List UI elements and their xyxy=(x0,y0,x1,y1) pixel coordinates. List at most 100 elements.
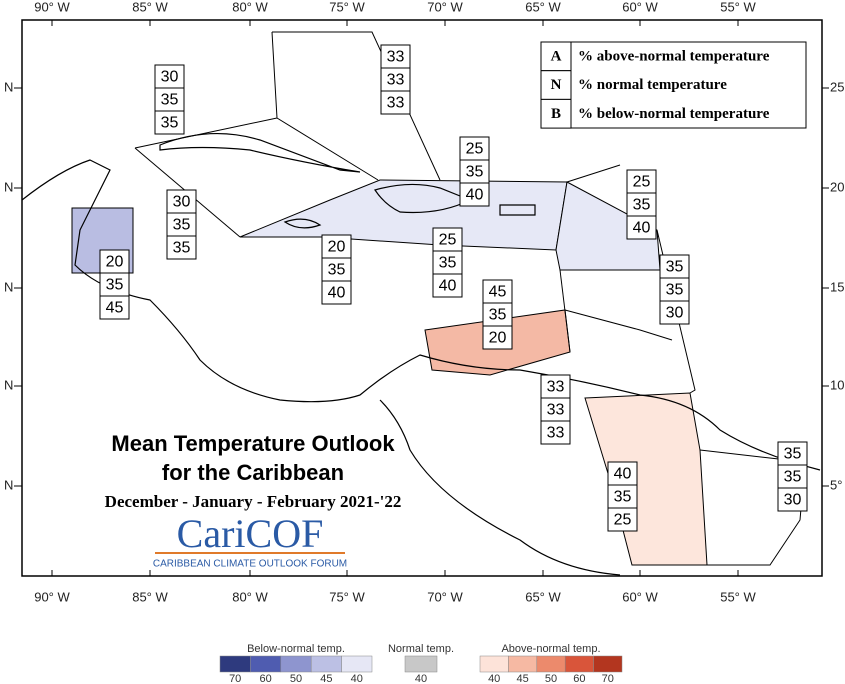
probability-value: 33 xyxy=(387,72,405,89)
lon-label: 80° W xyxy=(232,0,268,14)
probability-cell xyxy=(154,110,185,135)
probability-value: 45 xyxy=(489,284,507,301)
colorbar-tick: 60 xyxy=(259,673,271,684)
colorbar-tick: 45 xyxy=(516,673,528,684)
probability-value: 35 xyxy=(161,92,179,109)
lon-label: 80° W xyxy=(232,589,268,604)
colorbar-tick: 70 xyxy=(229,673,241,684)
lat-label: 15 xyxy=(830,279,844,294)
legend-key-box xyxy=(540,41,572,72)
coastline xyxy=(159,132,361,173)
coastline xyxy=(379,399,621,576)
lat-label: N xyxy=(4,279,13,294)
coastlines xyxy=(21,132,821,576)
probability-value: 30 xyxy=(173,194,191,211)
probability-cell xyxy=(459,182,490,207)
probability-value: 35 xyxy=(173,240,191,257)
lat-label: N xyxy=(4,179,13,194)
colorbar-swatch xyxy=(280,655,312,673)
probability-value: 35 xyxy=(666,282,684,299)
probability-value: 33 xyxy=(547,402,565,419)
boundary xyxy=(564,309,673,341)
coastline xyxy=(374,183,472,214)
colorbar-swatch xyxy=(593,655,623,673)
region-areas xyxy=(71,179,708,566)
lon-label: 65° W xyxy=(525,0,561,14)
probability-cell xyxy=(607,507,638,532)
probability-value: 40 xyxy=(439,278,457,295)
probability-value: 33 xyxy=(547,379,565,396)
subtitle: December - January - February 2021-'22 xyxy=(105,492,402,511)
lat-label: N xyxy=(4,477,13,492)
title: Mean Temperature Outlook xyxy=(111,431,395,456)
probability-value: 30 xyxy=(784,492,802,509)
probability-cell xyxy=(321,280,352,305)
colorbar-tick: 50 xyxy=(290,673,302,684)
colorbar-tick: 60 xyxy=(573,673,585,684)
probability-value: 40 xyxy=(466,187,484,204)
probability-cell xyxy=(166,235,197,260)
probability-value: 40 xyxy=(328,285,346,302)
lat-label: N xyxy=(4,79,13,94)
probability-value: 35 xyxy=(328,262,346,279)
probability-value: 25 xyxy=(633,174,651,191)
lon-label: 55° W xyxy=(720,0,756,14)
colorbar-tick: 40 xyxy=(488,673,500,684)
lat-label: 5° xyxy=(830,477,842,492)
legend-key-box xyxy=(540,70,572,100)
legend-key: B xyxy=(551,106,561,122)
colorbar-title: Normal temp. xyxy=(388,643,454,655)
coastline xyxy=(283,218,322,229)
probability-value: 25 xyxy=(439,232,457,249)
colorbar-tick: 70 xyxy=(602,673,614,684)
lat-label: 10 xyxy=(830,377,844,392)
logo: CariCOF xyxy=(177,511,324,556)
probability-value: 25 xyxy=(614,512,632,529)
probability-value: 30 xyxy=(666,305,684,322)
colorbar-swatch xyxy=(508,655,538,673)
title: for the Caribbean xyxy=(162,460,344,485)
probability-value: 33 xyxy=(387,95,405,112)
coastline xyxy=(21,159,821,471)
legend xyxy=(540,41,807,129)
probability-value: 35 xyxy=(614,489,632,506)
colorbar-swatch xyxy=(564,655,594,673)
probability-value: 33 xyxy=(547,425,565,442)
colorbar-swatch xyxy=(219,655,251,673)
boundary xyxy=(134,117,278,149)
legend-key: A xyxy=(551,48,562,64)
lon-label: 70° W xyxy=(427,589,463,604)
coastline xyxy=(499,204,536,216)
boundary xyxy=(566,164,621,183)
colorbar-swatch xyxy=(341,655,373,673)
boundary xyxy=(559,269,571,353)
probability-value: 20 xyxy=(489,330,507,347)
colorbar-title: Above-normal temp. xyxy=(501,643,600,655)
probability-value: 35 xyxy=(784,446,802,463)
lat-label: N xyxy=(4,377,13,392)
lon-label: 65° W xyxy=(525,589,561,604)
lat-label: 25 xyxy=(830,79,844,94)
probability-value: 30 xyxy=(161,69,179,86)
colorbar-tick: 40 xyxy=(415,673,427,684)
legend-label: % above-normal temperature xyxy=(578,48,770,64)
probability-value: 35 xyxy=(784,469,802,486)
lat-label: 20 xyxy=(830,179,844,194)
probability-value: 25 xyxy=(466,141,484,158)
probability-cell xyxy=(777,487,808,512)
colorbar-swatch xyxy=(404,655,438,673)
lon-label: 60° W xyxy=(622,0,658,14)
colorbar-title: Below-normal temp. xyxy=(247,643,345,655)
lon-label: 85° W xyxy=(132,589,168,604)
probability-cell xyxy=(482,325,513,350)
probability-cell xyxy=(432,273,463,298)
lon-label: 75° W xyxy=(329,589,365,604)
lon-label: 75° W xyxy=(329,0,365,14)
probability-value: 35 xyxy=(439,255,457,272)
boundary xyxy=(699,449,806,566)
probability-value: 35 xyxy=(161,115,179,132)
probability-value: 35 xyxy=(173,217,191,234)
logo-tagline: CARIBBEAN CLIMATE OUTLOOK FORUM xyxy=(153,559,347,570)
lon-label: 55° W xyxy=(720,589,756,604)
colorbar-tick: 45 xyxy=(320,673,332,684)
